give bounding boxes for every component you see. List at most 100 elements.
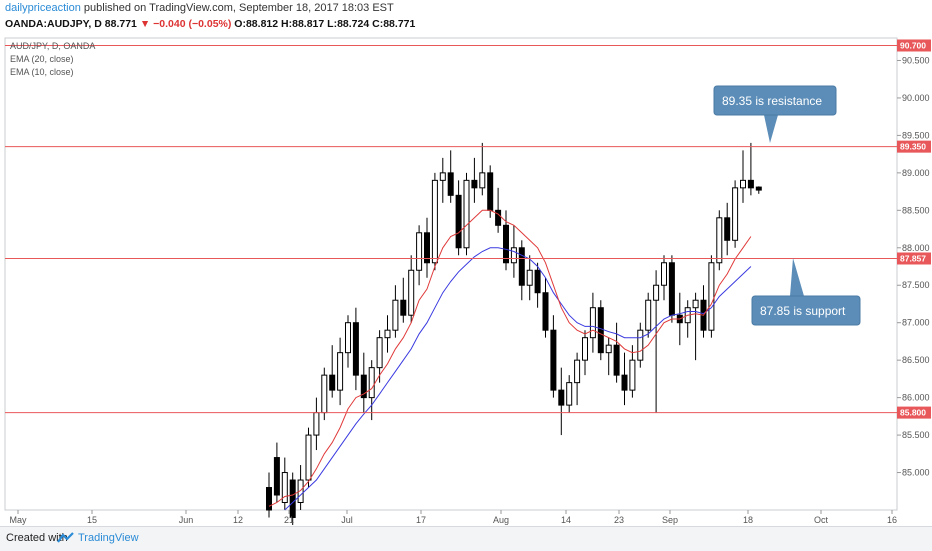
legend-ema10: EMA (10, close) xyxy=(10,67,74,77)
callout-pointer xyxy=(790,258,804,296)
grid-lines xyxy=(4,37,898,511)
candle-body xyxy=(605,344,612,354)
candle-body xyxy=(431,179,438,264)
candle-body xyxy=(732,187,739,241)
candle-body xyxy=(503,224,509,264)
candle-body xyxy=(653,284,660,301)
candle-body xyxy=(629,359,636,391)
legend-ema20: EMA (20, close) xyxy=(10,54,74,64)
candle-body xyxy=(740,179,746,189)
horizontal-levels[interactable]: 90.700 89.350 87.857 85.800 xyxy=(5,39,931,419)
candle-body xyxy=(352,322,359,376)
candle-body xyxy=(368,367,375,399)
y-tick-label: 87.000 xyxy=(902,318,930,328)
candle-body xyxy=(273,457,280,496)
candle-body xyxy=(400,299,407,316)
candle-body xyxy=(439,172,446,181)
callout[interactable]: 87.85 is support xyxy=(751,258,861,326)
ema-lines xyxy=(268,209,752,511)
plot-frame xyxy=(4,37,898,511)
close-value: 88.771 xyxy=(383,18,416,30)
symbol-label: OANDA:AUDJPY, D xyxy=(5,18,102,30)
callout-pointer xyxy=(764,115,778,143)
level-badge-label: 90.700 xyxy=(900,40,926,50)
created-with-text: Created with xyxy=(6,532,68,544)
publish-info-bar: dailypriceaction published on TradingVie… xyxy=(5,2,394,14)
candle-body xyxy=(329,374,336,391)
candle-body xyxy=(558,389,565,406)
x-tick-label: 14 xyxy=(561,515,571,525)
y-tick-label: 86.000 xyxy=(902,393,930,403)
y-tick-label: 86.500 xyxy=(902,355,930,365)
callout[interactable]: 89.35 is resistance xyxy=(713,85,837,143)
open-value: 88.812 xyxy=(245,18,279,30)
candle-body xyxy=(384,329,391,339)
candle-body xyxy=(747,179,754,189)
candle-body xyxy=(313,412,320,436)
candle-body xyxy=(455,194,462,249)
callout-text: 87.85 is support xyxy=(760,304,846,318)
y-tick-label: 89.000 xyxy=(902,168,930,178)
candle-body xyxy=(597,307,604,354)
y-tick-label: 87.500 xyxy=(902,280,930,290)
candle-body xyxy=(589,307,596,339)
candle-body xyxy=(424,232,430,264)
candle-body xyxy=(495,209,502,226)
candle-body xyxy=(487,172,494,211)
candle-body xyxy=(447,172,454,196)
x-tick-label: Aug xyxy=(493,515,509,525)
candle-body xyxy=(337,352,344,391)
candle-body xyxy=(534,269,541,294)
x-tick-label: 17 xyxy=(416,515,426,525)
x-tick-label: Jul xyxy=(341,515,353,525)
ema20-line xyxy=(284,247,752,511)
x-tick-label: 12 xyxy=(233,515,243,525)
candle-body xyxy=(716,217,723,264)
x-tick-label: 18 xyxy=(743,515,753,525)
candle-body xyxy=(471,179,478,189)
candle-body xyxy=(289,479,296,518)
close-label: C: xyxy=(372,18,384,30)
candle-body xyxy=(408,269,415,316)
tradingview-brand[interactable]: TradingView xyxy=(78,532,139,544)
last-price-value: 88.771 xyxy=(104,18,137,30)
level-badge xyxy=(897,140,931,153)
candle-body xyxy=(613,344,620,376)
candle-body xyxy=(360,374,367,399)
x-tick-label: 23 xyxy=(614,515,624,525)
candle-body xyxy=(708,262,715,331)
x-tick-label: Jun xyxy=(179,515,194,525)
candle-body xyxy=(416,232,423,271)
tradingview-logo-icon[interactable] xyxy=(57,531,75,545)
candles xyxy=(266,142,762,525)
down-arrow-icon: ▼ xyxy=(139,18,151,30)
high-label: H: xyxy=(281,18,293,30)
candle-body xyxy=(297,479,304,504)
candle-body xyxy=(661,262,667,286)
candle-body xyxy=(692,299,699,309)
level-badge-label: 87.857 xyxy=(900,253,926,263)
legend: AUD/JPY, D, OANDA EMA (20, close) EMA (1… xyxy=(10,41,95,77)
y-tick-label: 89.500 xyxy=(902,130,930,140)
candle-body xyxy=(392,299,399,331)
candle-body xyxy=(574,359,581,384)
y-tick-label: 85.500 xyxy=(902,430,930,440)
candle-body xyxy=(755,186,762,191)
callouts[interactable]: 89.35 is resistance 87.85 is support xyxy=(713,85,861,326)
y-tick-label: 90.500 xyxy=(902,55,930,65)
candle-body xyxy=(645,299,652,331)
candle-body xyxy=(510,247,517,264)
candle-body xyxy=(582,337,588,361)
candle-body xyxy=(479,172,486,189)
author-link[interactable]: dailypriceaction xyxy=(5,2,81,14)
candle-body xyxy=(668,262,675,316)
y-tick-label: 90.000 xyxy=(902,93,930,103)
level-badge xyxy=(897,252,931,265)
candle-body xyxy=(566,382,573,406)
y-tick-label: 88.500 xyxy=(902,205,930,215)
callout-text: 89.35 is resistance xyxy=(722,94,822,108)
candle-body xyxy=(376,337,383,369)
candle-body xyxy=(266,487,272,511)
level-badge-label: 85.800 xyxy=(900,408,926,418)
